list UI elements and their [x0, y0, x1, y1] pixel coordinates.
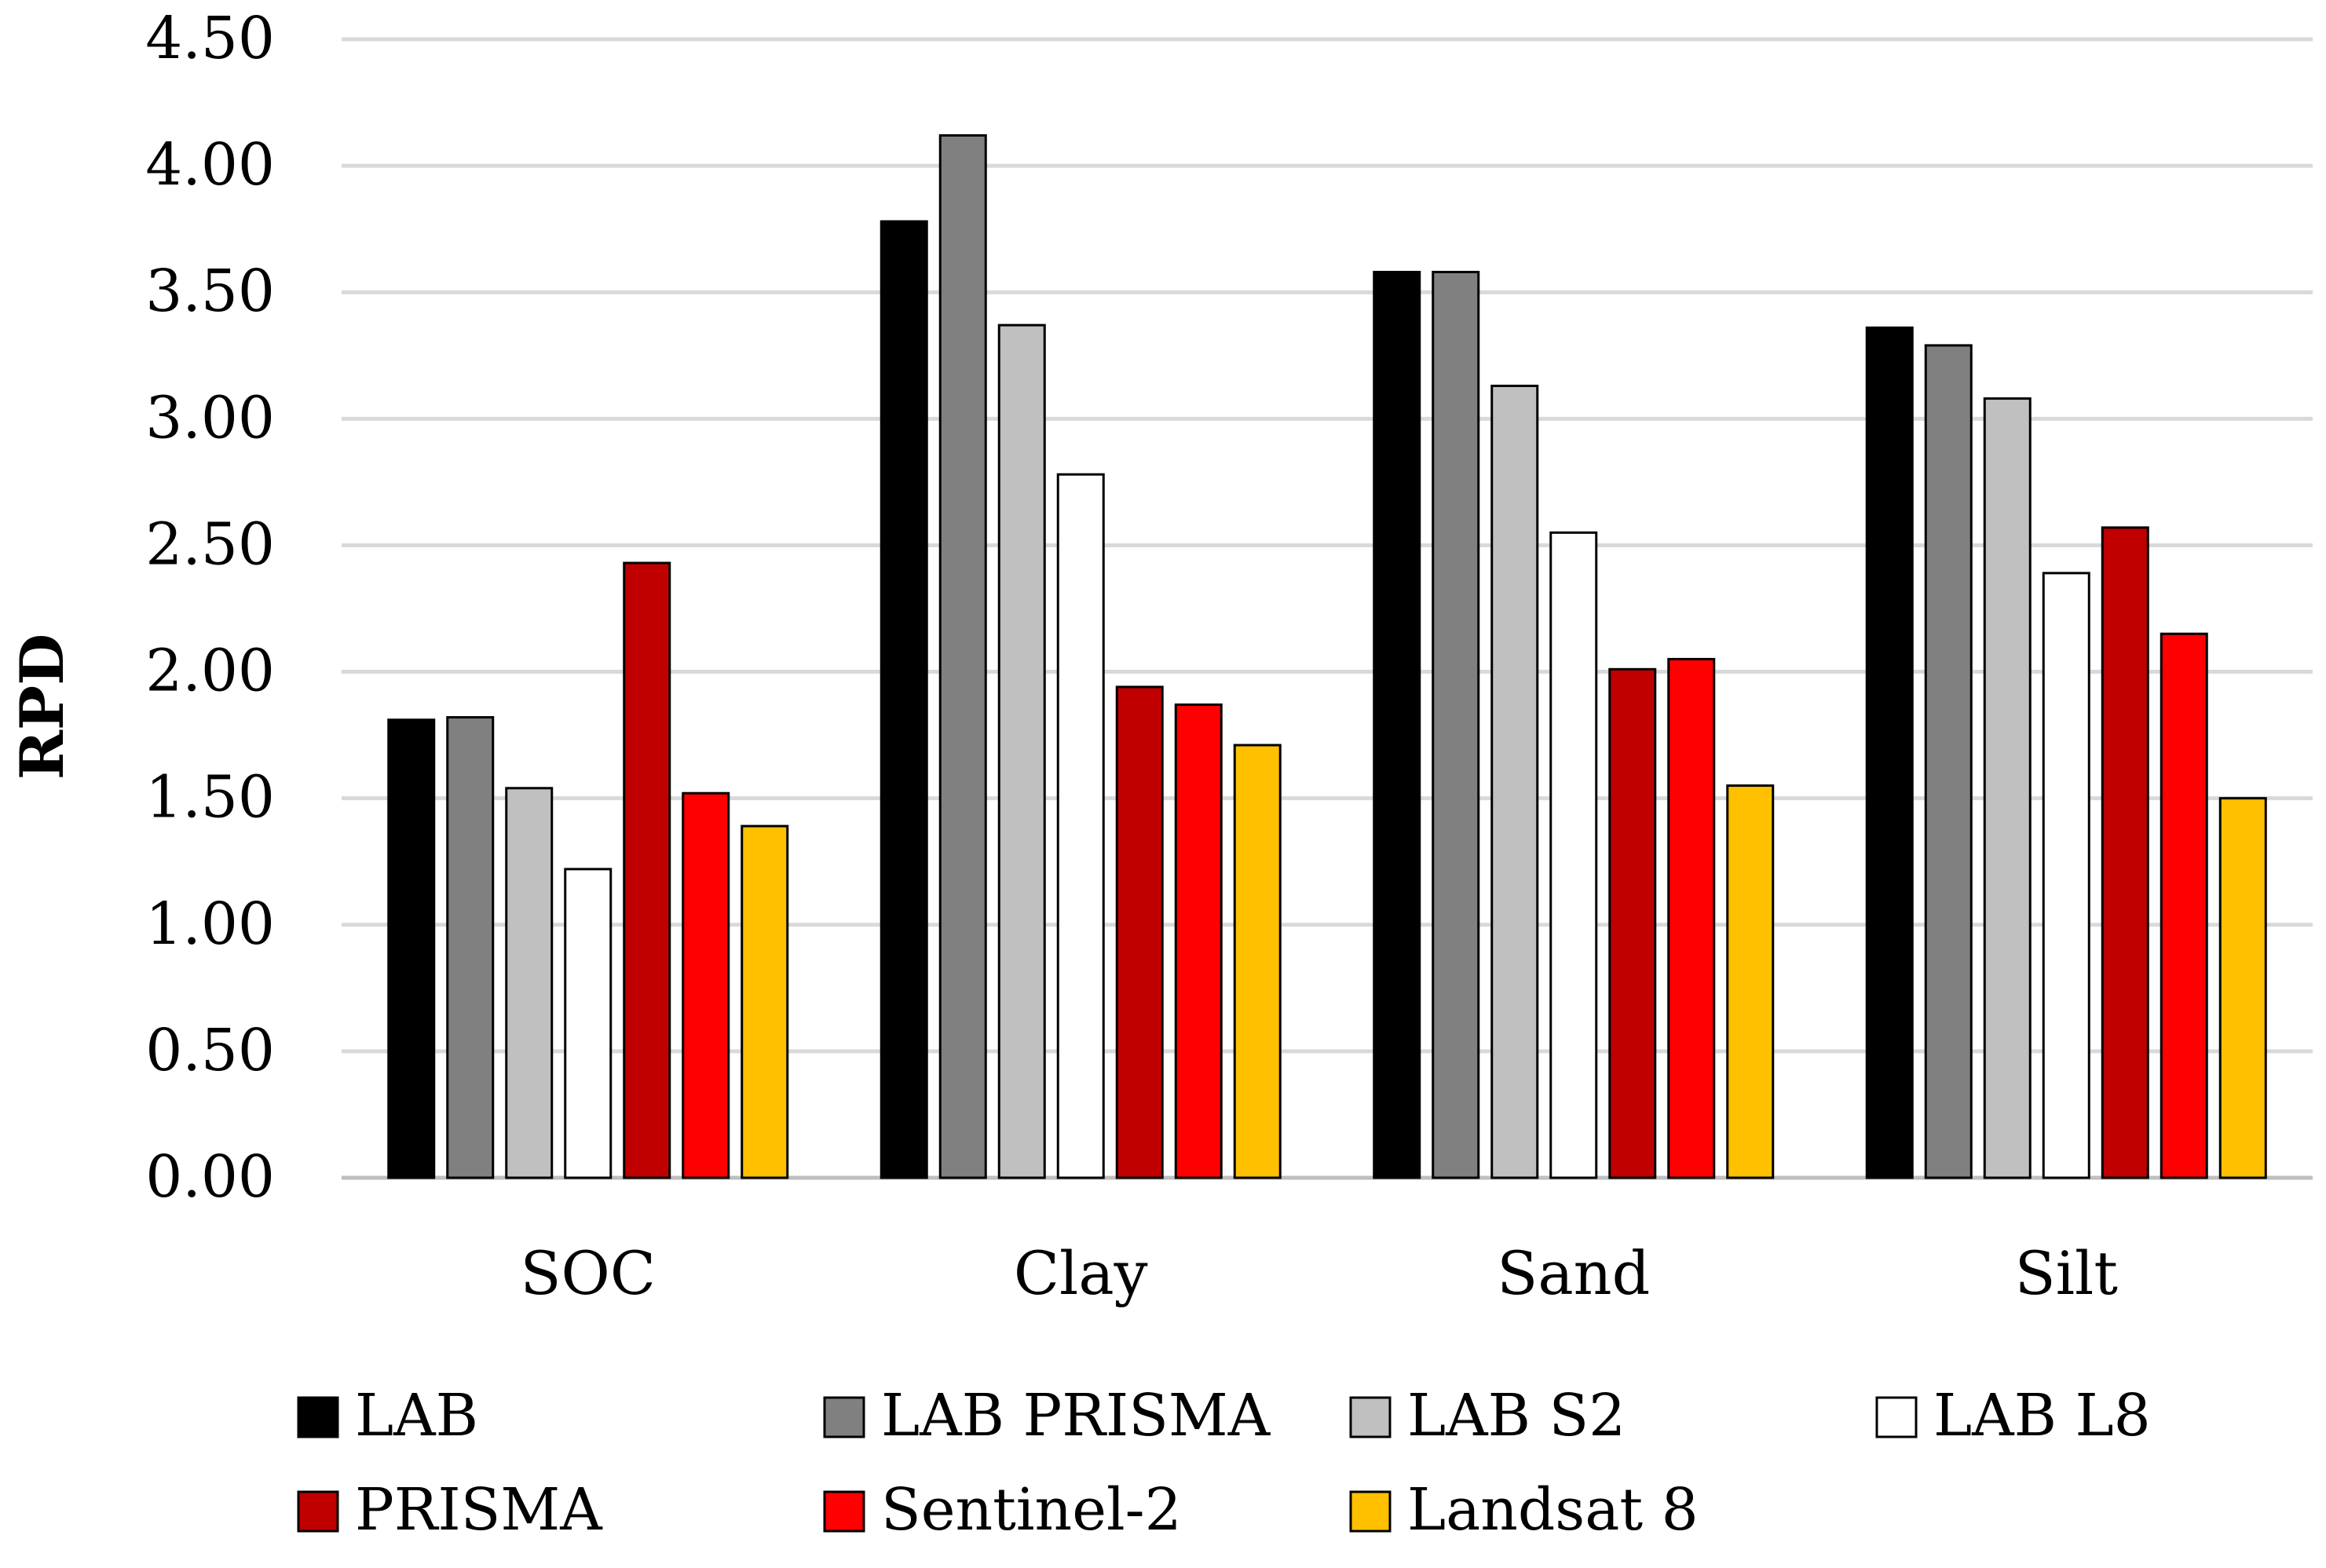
bar-lab-s2-sand [1490, 384, 1539, 1179]
bar-landsat-8-silt [2218, 797, 2267, 1179]
legend-swatch [297, 1396, 339, 1438]
y-tick-label: 1.50 [145, 764, 275, 832]
legend-label: PRISMA [355, 1476, 603, 1544]
y-tick-label: 3.00 [145, 384, 275, 451]
bar-lab-sand [1373, 270, 1421, 1179]
bar-prisma-soc [623, 561, 671, 1179]
bar-landsat-8-soc [741, 824, 789, 1179]
y-tick-label: 2.00 [145, 638, 275, 705]
legend-label: Landsat 8 [1407, 1476, 1699, 1544]
bar-sentinel-2-sand [1667, 657, 1716, 1179]
bar-lab-l8-soc [564, 868, 613, 1179]
y-tick-label: 2.50 [145, 510, 275, 578]
x-category-label: Clay [1014, 1238, 1148, 1308]
legend-swatch [297, 1490, 339, 1533]
bar-lab-s2-clay [997, 323, 1046, 1179]
y-axis-ticks: 0.00 0.50 1.00 1.50 2.00 2.50 3.00 3.50 4.00 4.50 [145, 5, 275, 1211]
legend-swatch [1875, 1396, 1918, 1438]
x-category-label: Sand [1497, 1238, 1650, 1308]
legend-label: LAB L8 [1933, 1382, 2151, 1449]
bar-lab-prisma-silt [1924, 344, 1973, 1179]
legend-label: LAB S2 [1407, 1382, 1626, 1449]
bar-lab-prisma-soc [446, 716, 495, 1179]
x-category-label: Silt [2015, 1238, 2118, 1308]
bar-lab-s2-soc [505, 787, 554, 1179]
bar-landsat-8-clay [1233, 744, 1282, 1179]
y-tick-label: 4.00 [145, 131, 275, 199]
bar-lab-soc [387, 718, 436, 1179]
bar-prisma-silt [2101, 526, 2149, 1179]
legend: LAB LAB PRISMA LAB S2 LAB L8 PRISMA Sentinel-… [297, 1382, 2151, 1544]
y-tick-label: 1.00 [145, 890, 275, 958]
y-tick-label: 0.50 [145, 1017, 275, 1084]
y-axis-label: RPD [7, 634, 77, 780]
x-category-label: SOC [520, 1238, 656, 1308]
bars [387, 133, 2267, 1179]
bar-prisma-sand [1608, 667, 1657, 1179]
bar-sentinel-2-silt [2160, 632, 2208, 1179]
bar-sentinel-2-clay [1174, 703, 1223, 1179]
bar-sentinel-2-soc [682, 791, 730, 1179]
bar-landsat-8-sand [1726, 784, 1775, 1179]
bar-lab-clay [880, 220, 928, 1179]
legend-swatch [1349, 1490, 1392, 1533]
legend-label: LAB PRISMA [881, 1382, 1271, 1449]
bar-prisma-clay [1115, 685, 1164, 1179]
y-tick-label: 4.50 [145, 5, 275, 72]
bar-lab-l8-silt [2042, 572, 2090, 1179]
y-tick-label: 0.00 [145, 1143, 275, 1211]
bar-lab-prisma-sand [1432, 270, 1480, 1179]
bar-lab-l8-sand [1549, 531, 1598, 1179]
x-axis-categories: SOC Clay Sand Silt [520, 1238, 2117, 1308]
legend-label: Sentinel-2 [881, 1476, 1182, 1544]
bar-lab-silt [1865, 326, 1914, 1179]
bar-lab-prisma-clay [938, 133, 987, 1179]
legend-swatch [1349, 1396, 1392, 1438]
y-tick-label: 3.50 [145, 258, 275, 325]
legend-label: LAB [355, 1382, 478, 1449]
legend-swatch [823, 1396, 865, 1438]
legend-swatch [823, 1490, 865, 1533]
bar-lab-l8-clay [1056, 473, 1105, 1179]
bar-lab-s2-silt [1983, 397, 2032, 1179]
